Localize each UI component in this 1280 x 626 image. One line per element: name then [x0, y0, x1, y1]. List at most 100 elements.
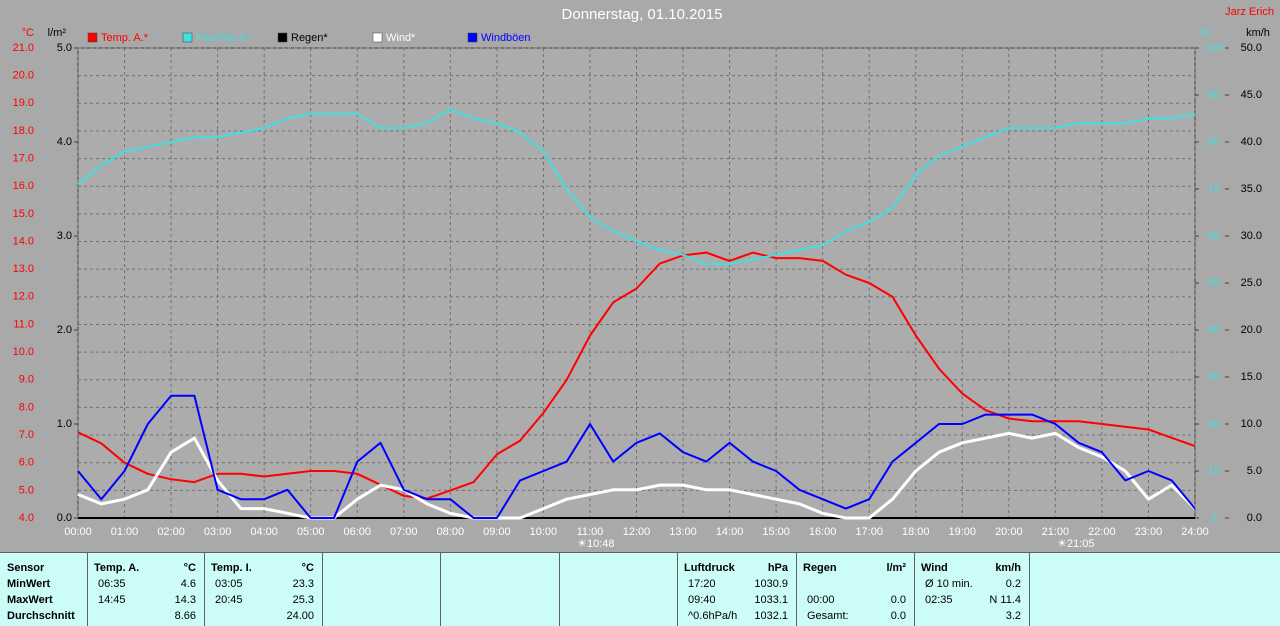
cell-time: Ø 10 min. [925, 578, 973, 590]
cell-time: 14:45 [98, 594, 126, 606]
y-tick-label: 20 [1208, 418, 1220, 430]
y-tick-label: 10.0 [13, 346, 34, 358]
y-tick-label: 14.0 [13, 235, 34, 247]
cell-value: 0.0 [890, 610, 906, 622]
cell-time: 20:45 [215, 594, 243, 606]
x-tick-label: 04:00 [250, 526, 278, 538]
y-tick-label: 5.0 [1247, 465, 1262, 477]
empty-column [441, 553, 560, 626]
y-tick-label: 25.0 [1241, 277, 1262, 289]
y-tick-label: 12.0 [13, 291, 34, 303]
unit-label: % [1200, 27, 1210, 39]
y-tick-label: 16.0 [13, 180, 34, 192]
y-tick-label: 10 [1208, 465, 1220, 477]
cell-value: 1030.9 [754, 578, 788, 590]
author: Jarz Erich [1225, 6, 1274, 18]
column-header: Wind [921, 562, 948, 574]
x-tick-label: 21:00 [1042, 526, 1070, 538]
y-tick-label: 45.0 [1241, 89, 1262, 101]
x-tick-label: 01:00 [111, 526, 139, 538]
series-line [77, 394, 1196, 519]
cell-time: Gesamt: [807, 610, 849, 622]
x-tick-label: 11:00 [577, 526, 604, 538]
x-tick-label: 24:00 [1181, 526, 1209, 538]
column-unit: l/m² [886, 562, 906, 574]
sun-mark: ☀ [577, 538, 587, 550]
cell-value: 0.0 [890, 594, 906, 606]
x-tick-label: 16:00 [809, 526, 837, 538]
column-unit: km/h [995, 562, 1021, 574]
column-header: Temp. A. [94, 562, 140, 574]
cell-time: 02:35 [925, 594, 953, 606]
y-tick-label: 4.0 [57, 136, 72, 148]
x-tick-label: 19:00 [949, 526, 977, 538]
y-tick-label: 30.0 [1241, 230, 1262, 242]
y-tick-label: 50 [1208, 277, 1220, 289]
row-label: Durchschnitt [7, 610, 75, 622]
y-tick-label: 0.0 [57, 512, 72, 524]
column-unit: °C [301, 562, 314, 574]
x-tick-label: 18:00 [902, 526, 930, 538]
x-tick-label: 14:00 [716, 526, 744, 538]
legend-swatch [277, 32, 288, 43]
cell-time: ^0.6hPa/h [688, 610, 738, 622]
y-tick-label: 8.0 [19, 401, 34, 413]
chart-title: Donnerstag, 01.10.2015 [562, 6, 723, 23]
x-tick-label: 02:00 [157, 526, 185, 538]
y-tick-label: 90 [1208, 89, 1220, 101]
column-unit: °C [183, 562, 196, 574]
stats-column: Temp. I. °C 03:05 23.3 20:45 25.3 24.00 [205, 553, 323, 626]
row-label: MinWert [7, 578, 51, 590]
x-tick-label: 10:00 [530, 526, 558, 538]
x-tick-label: 07:00 [390, 526, 418, 538]
y-tick-label: 1.0 [57, 418, 72, 430]
cell-time: 17:20 [688, 578, 716, 590]
y-tick-label: 60 [1208, 230, 1220, 242]
legend-swatch [467, 32, 478, 43]
row-label: MaxWert [7, 594, 53, 606]
row-label: Sensor [7, 562, 45, 574]
unit-label: °C [22, 27, 34, 39]
y-tick-label: 4.0 [19, 512, 34, 524]
y-tick-label: 21.0 [13, 42, 34, 54]
legend-swatch [372, 32, 383, 43]
sun-time: 10:48 [587, 538, 615, 550]
column-unit: hPa [767, 562, 788, 574]
cell-time: 06:35 [98, 578, 126, 590]
cell-value: 24.00 [286, 610, 314, 622]
y-tick-label: 2.0 [57, 324, 72, 336]
x-tick-label: 20:00 [995, 526, 1023, 538]
series-line [77, 108, 1196, 266]
cell-value: 1032.1 [754, 610, 788, 622]
y-tick-label: 70 [1208, 183, 1220, 195]
y-tick-label: 35.0 [1241, 183, 1262, 195]
empty-column [323, 553, 441, 626]
unit-label: l/m² [48, 27, 67, 39]
unit-label: km/h [1246, 27, 1270, 39]
sun-mark: ☀ [1057, 538, 1067, 550]
stats-table: Sensor MinWert MaxWert Durchschnitt Temp. A… [0, 552, 1280, 626]
y-tick-label: 40.0 [1241, 136, 1262, 148]
y-tick-label: 6.0 [19, 457, 34, 469]
stats-column: Regen l/m² 00:00 0.0 Gesamt: 0.0 [797, 553, 915, 626]
y-tick-label: 13.0 [13, 263, 34, 275]
y-tick-label: 80 [1208, 136, 1220, 148]
column-header: Luftdruck [684, 562, 735, 574]
legend-swatch [87, 32, 98, 43]
cell-value: 1033.1 [754, 594, 788, 606]
y-tick-label: 0 [1211, 512, 1217, 524]
cell-time: 00:00 [807, 594, 835, 606]
empty-column [560, 553, 678, 626]
y-tick-label: 50.0 [1241, 42, 1262, 54]
y-tick-label: 100 [1205, 42, 1223, 54]
y-tick-label: 7.0 [19, 429, 34, 441]
x-tick-label: 22:00 [1088, 526, 1116, 538]
legend-label: Feuchte A.* [196, 32, 254, 44]
cell-value: 8.66 [174, 610, 196, 622]
legend-swatch [182, 32, 193, 43]
x-tick-label: 05:00 [297, 526, 325, 538]
legend-label: Temp. A.* [101, 32, 149, 44]
x-tick-label: 06:00 [343, 526, 371, 538]
x-tick-label: 08:00 [437, 526, 465, 538]
